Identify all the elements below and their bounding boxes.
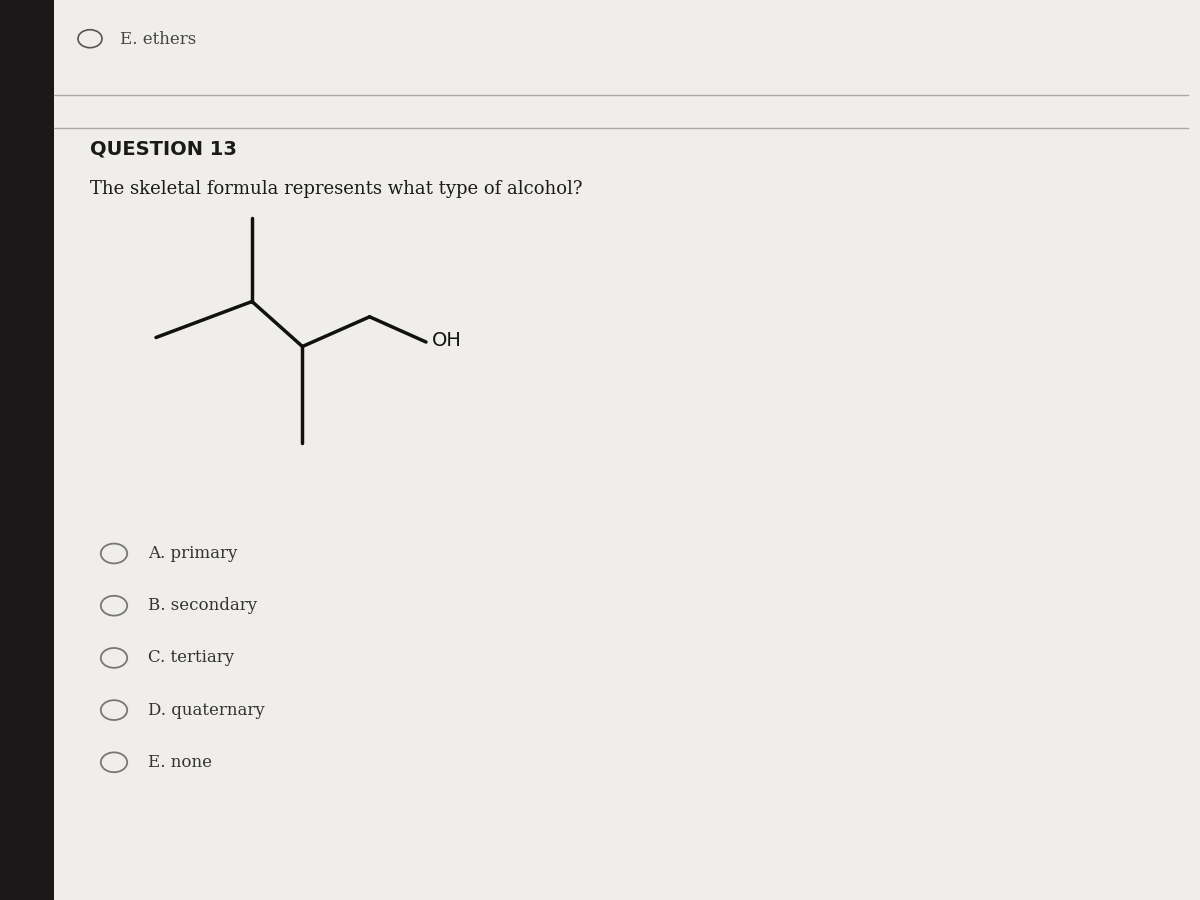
Text: B. secondary: B. secondary: [148, 598, 257, 614]
Text: OH: OH: [432, 330, 462, 350]
Text: E. ethers: E. ethers: [120, 32, 197, 49]
Text: A. primary: A. primary: [148, 545, 236, 562]
Text: C. tertiary: C. tertiary: [148, 650, 234, 666]
Text: E. none: E. none: [148, 754, 211, 770]
Text: D. quaternary: D. quaternary: [148, 702, 264, 718]
Text: The skeletal formula represents what type of alcohol?: The skeletal formula represents what typ…: [90, 180, 582, 198]
Bar: [0, 0, 54, 900]
Text: QUESTION 13: QUESTION 13: [90, 140, 236, 158]
